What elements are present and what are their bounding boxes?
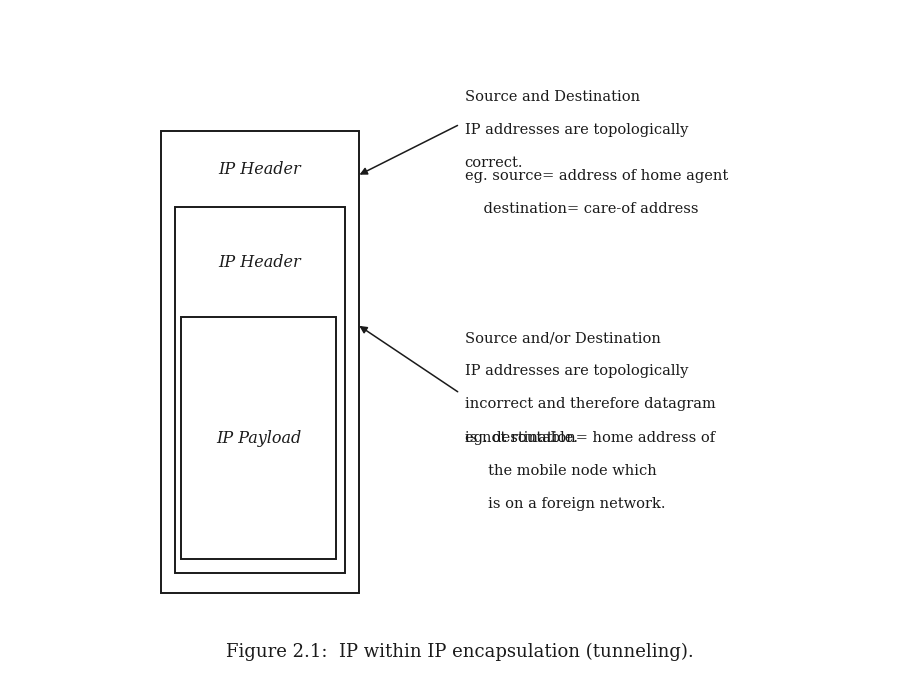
Text: IP Payload: IP Payload: [216, 430, 301, 446]
Bar: [181, 317, 335, 559]
Text: is not routable.: is not routable.: [464, 431, 577, 444]
Text: incorrect and therefore datagram: incorrect and therefore datagram: [464, 397, 715, 411]
Text: IP addresses are topologically: IP addresses are topologically: [464, 123, 687, 137]
Bar: [161, 131, 358, 593]
Text: is on a foreign network.: is on a foreign network.: [464, 497, 664, 511]
Text: Figure 2.1:  IP within IP encapsulation (tunneling).: Figure 2.1: IP within IP encapsulation (…: [226, 643, 693, 661]
Text: IP addresses are topologically: IP addresses are topologically: [464, 364, 687, 378]
Text: Source and/or Destination: Source and/or Destination: [464, 331, 660, 345]
Text: Source and Destination: Source and Destination: [464, 90, 639, 104]
Text: IP Header: IP Header: [219, 161, 301, 177]
Bar: [175, 207, 345, 573]
Text: destination= care-of address: destination= care-of address: [464, 202, 698, 216]
Text: eg. source= address of home agent: eg. source= address of home agent: [464, 169, 727, 183]
Text: correct.: correct.: [464, 156, 523, 170]
Text: eg. destination= home address of: eg. destination= home address of: [464, 431, 714, 445]
Text: the mobile node which: the mobile node which: [464, 464, 655, 478]
Text: IP Header: IP Header: [219, 254, 301, 270]
